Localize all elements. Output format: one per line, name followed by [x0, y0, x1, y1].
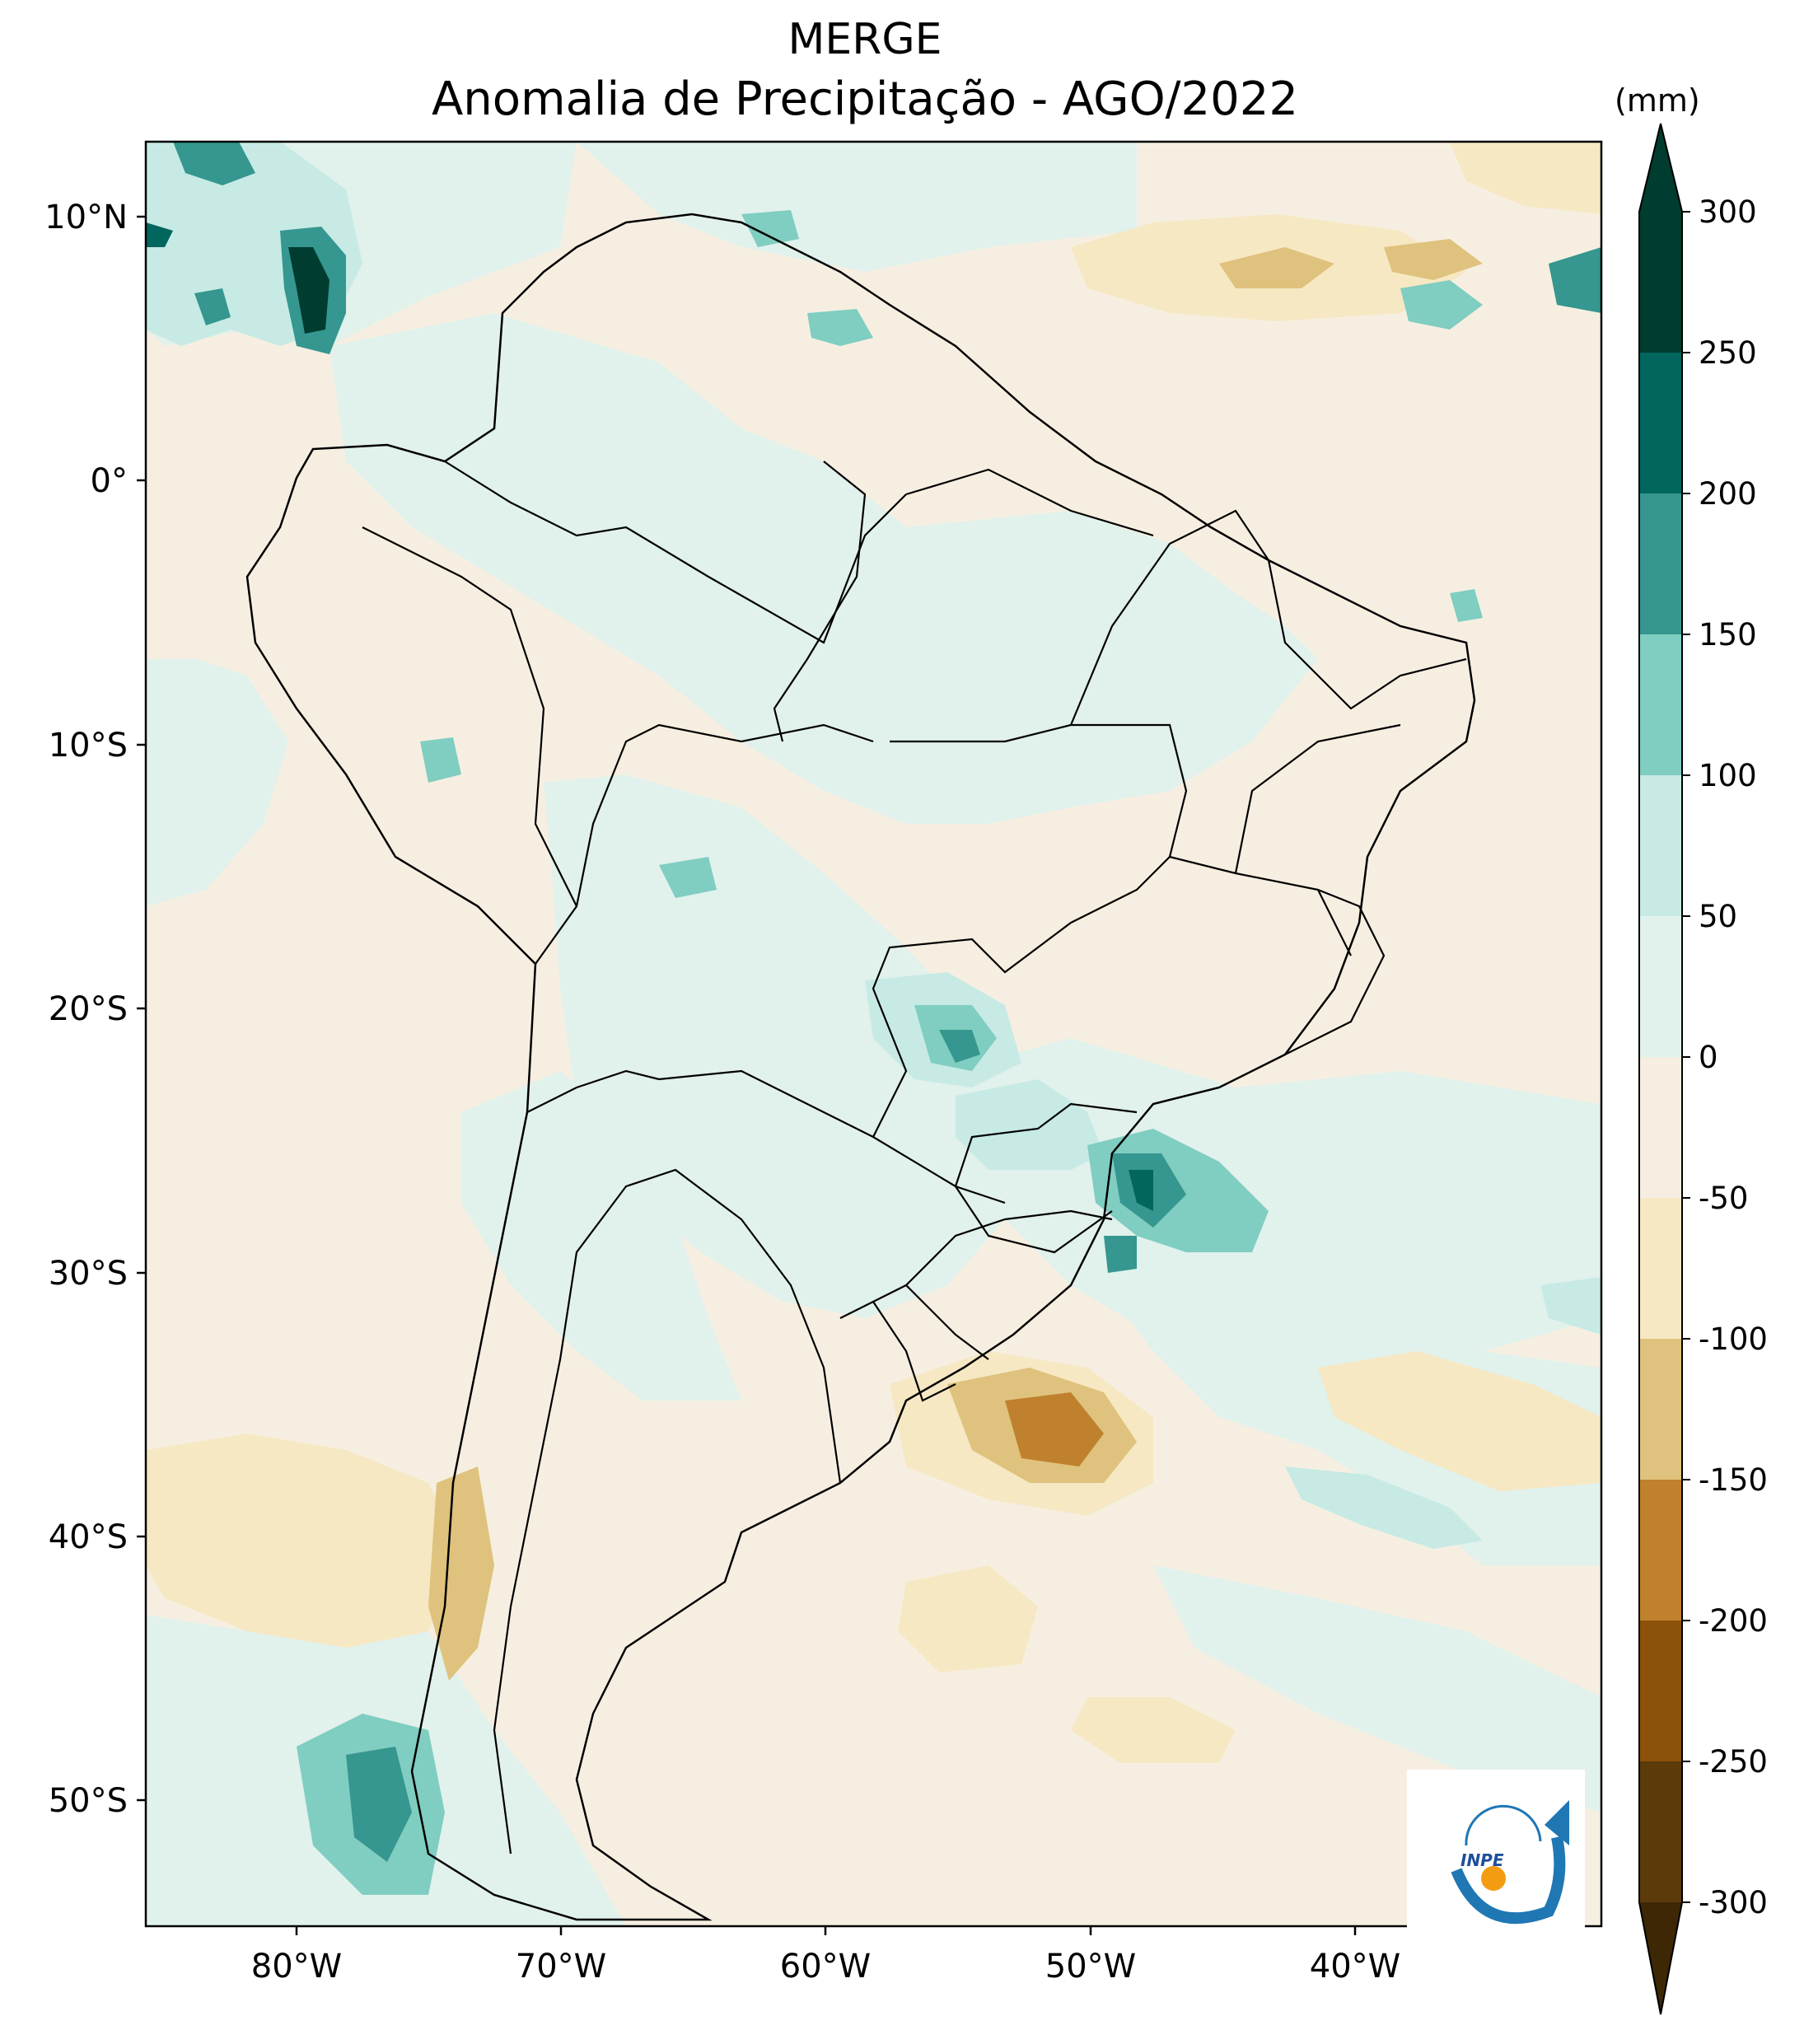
colorbar: 300 250 200 150 100 50 0 -50 -100 -150 -200 -250 -30… — [1638, 123, 1768, 2015]
map-subtitle: Anomalia de Precipitação - AGO/2022 — [431, 72, 1299, 126]
colorbar-tick-label: -250 — [1699, 1744, 1768, 1780]
map-title: MERGE — [787, 15, 942, 64]
colorbar-tick-label: 150 — [1699, 617, 1757, 652]
lat-label: 30°S — [49, 1255, 128, 1293]
lat-label: 0° — [91, 462, 128, 500]
colorbar-tick-label: -200 — [1699, 1603, 1768, 1639]
map-frame — [144, 140, 1603, 1928]
colorbar-segment — [1639, 634, 1682, 776]
lat-label: 50°S — [49, 1782, 128, 1820]
lat-label: 40°S — [49, 1518, 128, 1556]
colorbar-segment — [1639, 1761, 1682, 1903]
colorbar-tick-label: 200 — [1699, 476, 1757, 512]
colorbar-tick-label: -300 — [1699, 1885, 1768, 1920]
colorbar-tick-label: 0 — [1699, 1040, 1718, 1075]
anomaly-field — [146, 142, 1601, 1926]
lat-label: 10°N — [44, 199, 128, 236]
colorbar-tick-label: -150 — [1699, 1462, 1768, 1498]
colorbar-segment — [1639, 1198, 1682, 1340]
colorbar-tick-label: 100 — [1699, 758, 1757, 793]
colorbar-tick-label: 50 — [1699, 899, 1737, 934]
colorbar-segment — [1639, 775, 1682, 917]
colorbar-tick-label: -100 — [1699, 1321, 1768, 1357]
inpe-logo: INPE — [1407, 1770, 1585, 1943]
colorbar-segment — [1639, 353, 1682, 494]
colorbar-segment — [1639, 1621, 1682, 1762]
lon-label: 70°W — [516, 1948, 606, 1986]
lon-label: 80°W — [251, 1948, 342, 1986]
inpe-logo-text: INPE — [1460, 1850, 1504, 1870]
colorbar-segment — [1639, 1480, 1682, 1621]
axis-ticks — [137, 215, 1357, 1935]
lon-label: 60°W — [780, 1948, 871, 1986]
colorbar-extend-max — [1639, 124, 1682, 212]
lat-label: 20°S — [49, 990, 128, 1028]
lat-label: 10°S — [49, 727, 128, 765]
colorbar-unit: (mm) — [1615, 82, 1700, 119]
colorbar-segment — [1639, 212, 1682, 353]
colorbar-tick-label: -50 — [1699, 1181, 1748, 1216]
lon-label: 40°W — [1310, 1948, 1400, 1986]
border-lines — [362, 461, 1467, 1855]
colorbar-segment — [1639, 493, 1682, 635]
colorbar-tick-label: 300 — [1699, 194, 1757, 230]
colorbar-extend-min — [1639, 1902, 1682, 2014]
continent-outline — [245, 213, 1476, 1921]
lon-label: 50°W — [1045, 1948, 1136, 1986]
colorbar-segment — [1639, 916, 1682, 1058]
colorbar-tick-label: 250 — [1699, 335, 1757, 371]
colorbar-segment — [1639, 1057, 1682, 1199]
colorbar-segment — [1639, 1339, 1682, 1480]
